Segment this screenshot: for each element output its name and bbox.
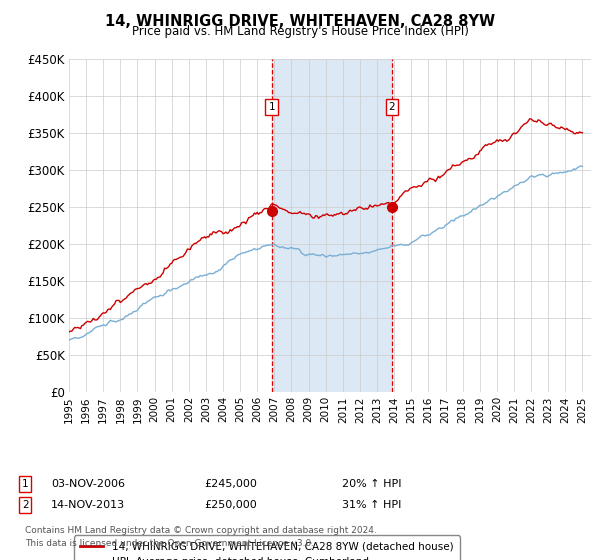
Text: 03-NOV-2006: 03-NOV-2006 xyxy=(51,479,125,489)
Text: 1: 1 xyxy=(22,479,29,489)
Text: £250,000: £250,000 xyxy=(204,500,257,510)
Text: £245,000: £245,000 xyxy=(204,479,257,489)
Text: 31% ↑ HPI: 31% ↑ HPI xyxy=(342,500,401,510)
Text: 20% ↑ HPI: 20% ↑ HPI xyxy=(342,479,401,489)
Text: This data is licensed under the Open Government Licence v3.0.: This data is licensed under the Open Gov… xyxy=(25,539,314,548)
Text: 14-NOV-2013: 14-NOV-2013 xyxy=(51,500,125,510)
Text: Contains HM Land Registry data © Crown copyright and database right 2024.: Contains HM Land Registry data © Crown c… xyxy=(25,526,377,535)
Legend: 14, WHINRIGG DRIVE, WHITEHAVEN, CA28 8YW (detached house), HPI: Average price, d: 14, WHINRIGG DRIVE, WHITEHAVEN, CA28 8YW… xyxy=(74,535,460,560)
Text: Price paid vs. HM Land Registry's House Price Index (HPI): Price paid vs. HM Land Registry's House … xyxy=(131,25,469,38)
Bar xyxy=(272,59,392,392)
Text: 2: 2 xyxy=(389,102,395,112)
Text: 2: 2 xyxy=(22,500,29,510)
Text: 14, WHINRIGG DRIVE, WHITEHAVEN, CA28 8YW: 14, WHINRIGG DRIVE, WHITEHAVEN, CA28 8YW xyxy=(105,14,495,29)
Text: 1: 1 xyxy=(268,102,275,112)
